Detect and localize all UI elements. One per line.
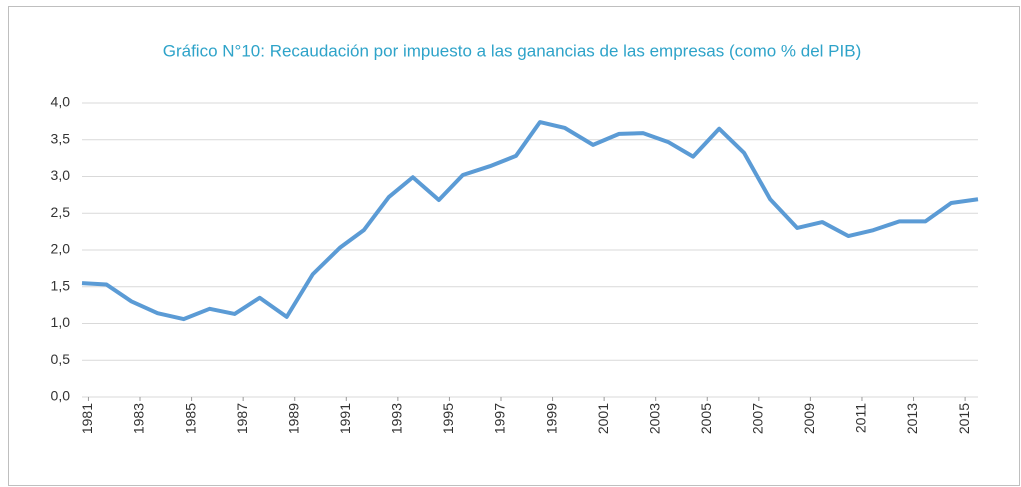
x-tick-label: 1991 — [337, 403, 353, 434]
x-tick-label: 1981 — [79, 403, 95, 434]
x-tick-label: 2013 — [904, 403, 920, 434]
y-tick-label: 2,0 — [51, 241, 71, 257]
x-tick-label: 1989 — [285, 403, 301, 434]
y-tick-label: 0,5 — [51, 351, 71, 367]
x-tick-label: 1993 — [389, 403, 405, 434]
x-tick-label: 2003 — [646, 403, 662, 434]
x-tick-label: 2015 — [956, 403, 972, 434]
y-tick-label: 3,0 — [51, 167, 71, 183]
x-tick-label: 2007 — [750, 403, 766, 434]
data-line — [81, 120, 979, 322]
chart-title: Gráfico N°10: Recaudación por impuesto a… — [163, 41, 861, 60]
x-tick-label: 1995 — [440, 403, 456, 434]
x-tick-label: 1985 — [182, 403, 198, 434]
y-tick-label: 1,5 — [51, 277, 71, 293]
y-tick-label: 3,5 — [51, 130, 71, 146]
y-tick-label: 1,0 — [51, 314, 71, 330]
y-tick-label: 4,0 — [51, 94, 71, 110]
x-tick-label: 2011 — [853, 403, 869, 433]
x-tick-label: 1997 — [492, 403, 508, 434]
frame — [8, 6, 1020, 486]
x-tick-label: 2001 — [595, 403, 611, 434]
x-tick-label: 2009 — [801, 403, 817, 434]
y-tick-label: 0,0 — [51, 388, 71, 404]
x-tick-label: 2005 — [698, 403, 714, 434]
x-tick-label: 1983 — [131, 403, 147, 434]
x-tick-label: 1987 — [234, 403, 250, 434]
y-tick-label: 2,5 — [51, 204, 71, 220]
x-tick-label: 1999 — [543, 403, 559, 434]
